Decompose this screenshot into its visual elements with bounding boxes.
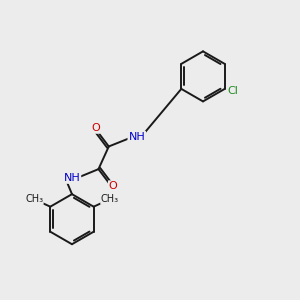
Text: O: O: [109, 181, 118, 191]
Text: NH: NH: [64, 173, 80, 183]
Text: CH₃: CH₃: [25, 194, 43, 204]
Text: O: O: [91, 123, 100, 133]
Text: NH: NH: [128, 132, 145, 142]
Text: Cl: Cl: [227, 86, 239, 96]
Text: CH₃: CH₃: [101, 194, 119, 204]
